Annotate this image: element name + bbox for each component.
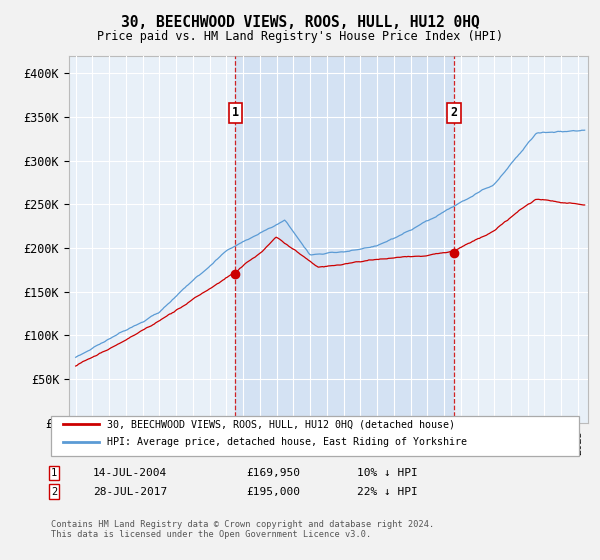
Text: 10% ↓ HPI: 10% ↓ HPI	[357, 468, 418, 478]
Text: £169,950: £169,950	[246, 468, 300, 478]
Text: 2: 2	[450, 106, 457, 119]
Text: Contains HM Land Registry data © Crown copyright and database right 2024.
This d: Contains HM Land Registry data © Crown c…	[51, 520, 434, 539]
Text: 30, BEECHWOOD VIEWS, ROOS, HULL, HU12 0HQ (detached house): 30, BEECHWOOD VIEWS, ROOS, HULL, HU12 0H…	[107, 419, 455, 430]
Text: HPI: Average price, detached house, East Riding of Yorkshire: HPI: Average price, detached house, East…	[107, 437, 467, 447]
Text: 1: 1	[232, 106, 239, 119]
Text: Price paid vs. HM Land Registry's House Price Index (HPI): Price paid vs. HM Land Registry's House …	[97, 30, 503, 43]
Text: £195,000: £195,000	[246, 487, 300, 497]
Text: 14-JUL-2004: 14-JUL-2004	[93, 468, 167, 478]
Text: 30, BEECHWOOD VIEWS, ROOS, HULL, HU12 0HQ: 30, BEECHWOOD VIEWS, ROOS, HULL, HU12 0H…	[121, 15, 479, 30]
Text: 22% ↓ HPI: 22% ↓ HPI	[357, 487, 418, 497]
Text: 1: 1	[51, 468, 57, 478]
Bar	[235, 56, 454, 423]
Text: 28-JUL-2017: 28-JUL-2017	[93, 487, 167, 497]
Text: 2: 2	[51, 487, 57, 497]
